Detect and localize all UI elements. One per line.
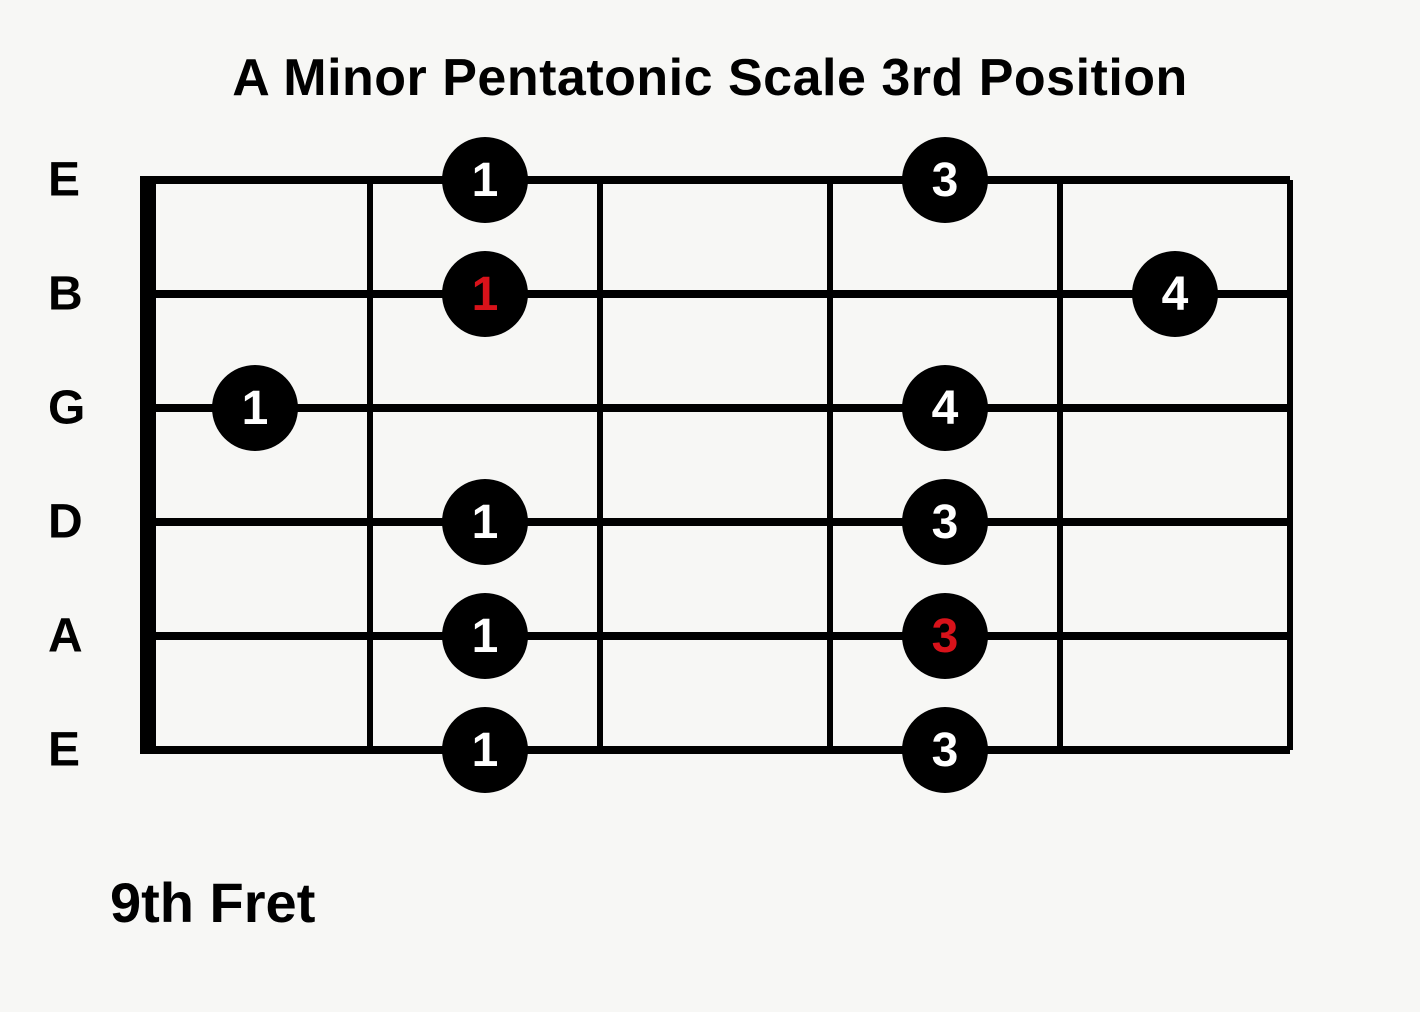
string-label: E <box>48 153 80 208</box>
note-dot: 1 <box>442 137 528 223</box>
string-label: A <box>48 609 83 664</box>
fret-line <box>597 180 603 750</box>
note-dot: 3 <box>902 707 988 793</box>
note-dot: 4 <box>902 365 988 451</box>
note-dot: 1 <box>442 707 528 793</box>
fret-line <box>367 180 373 750</box>
nut <box>140 180 156 750</box>
string-line <box>140 176 1290 184</box>
fretboard: 131414131313 <box>140 180 1290 750</box>
string-label: D <box>48 495 83 550</box>
note-dot: 1 <box>212 365 298 451</box>
string-line <box>140 290 1290 298</box>
string-line <box>140 404 1290 412</box>
page-container: { "title": "A Minor Pentatonic Scale 3rd… <box>0 0 1420 1012</box>
string-label: B <box>48 267 83 322</box>
note-dot: 1 <box>442 593 528 679</box>
string-line <box>140 632 1290 640</box>
note-dot: 1 <box>442 479 528 565</box>
root-note-dot: 1 <box>442 251 528 337</box>
string-line <box>140 746 1290 754</box>
starting-fret-label: 9th Fret <box>110 870 315 935</box>
fret-line <box>1057 180 1063 750</box>
note-dot: 3 <box>902 479 988 565</box>
string-label: G <box>48 381 85 436</box>
diagram-title: A Minor Pentatonic Scale 3rd Position <box>0 48 1420 108</box>
root-note-dot: 3 <box>902 593 988 679</box>
fret-line <box>827 180 833 750</box>
string-label: E <box>48 723 80 778</box>
note-dot: 4 <box>1132 251 1218 337</box>
fret-line <box>1287 180 1293 750</box>
string-line <box>140 518 1290 526</box>
note-dot: 3 <box>902 137 988 223</box>
